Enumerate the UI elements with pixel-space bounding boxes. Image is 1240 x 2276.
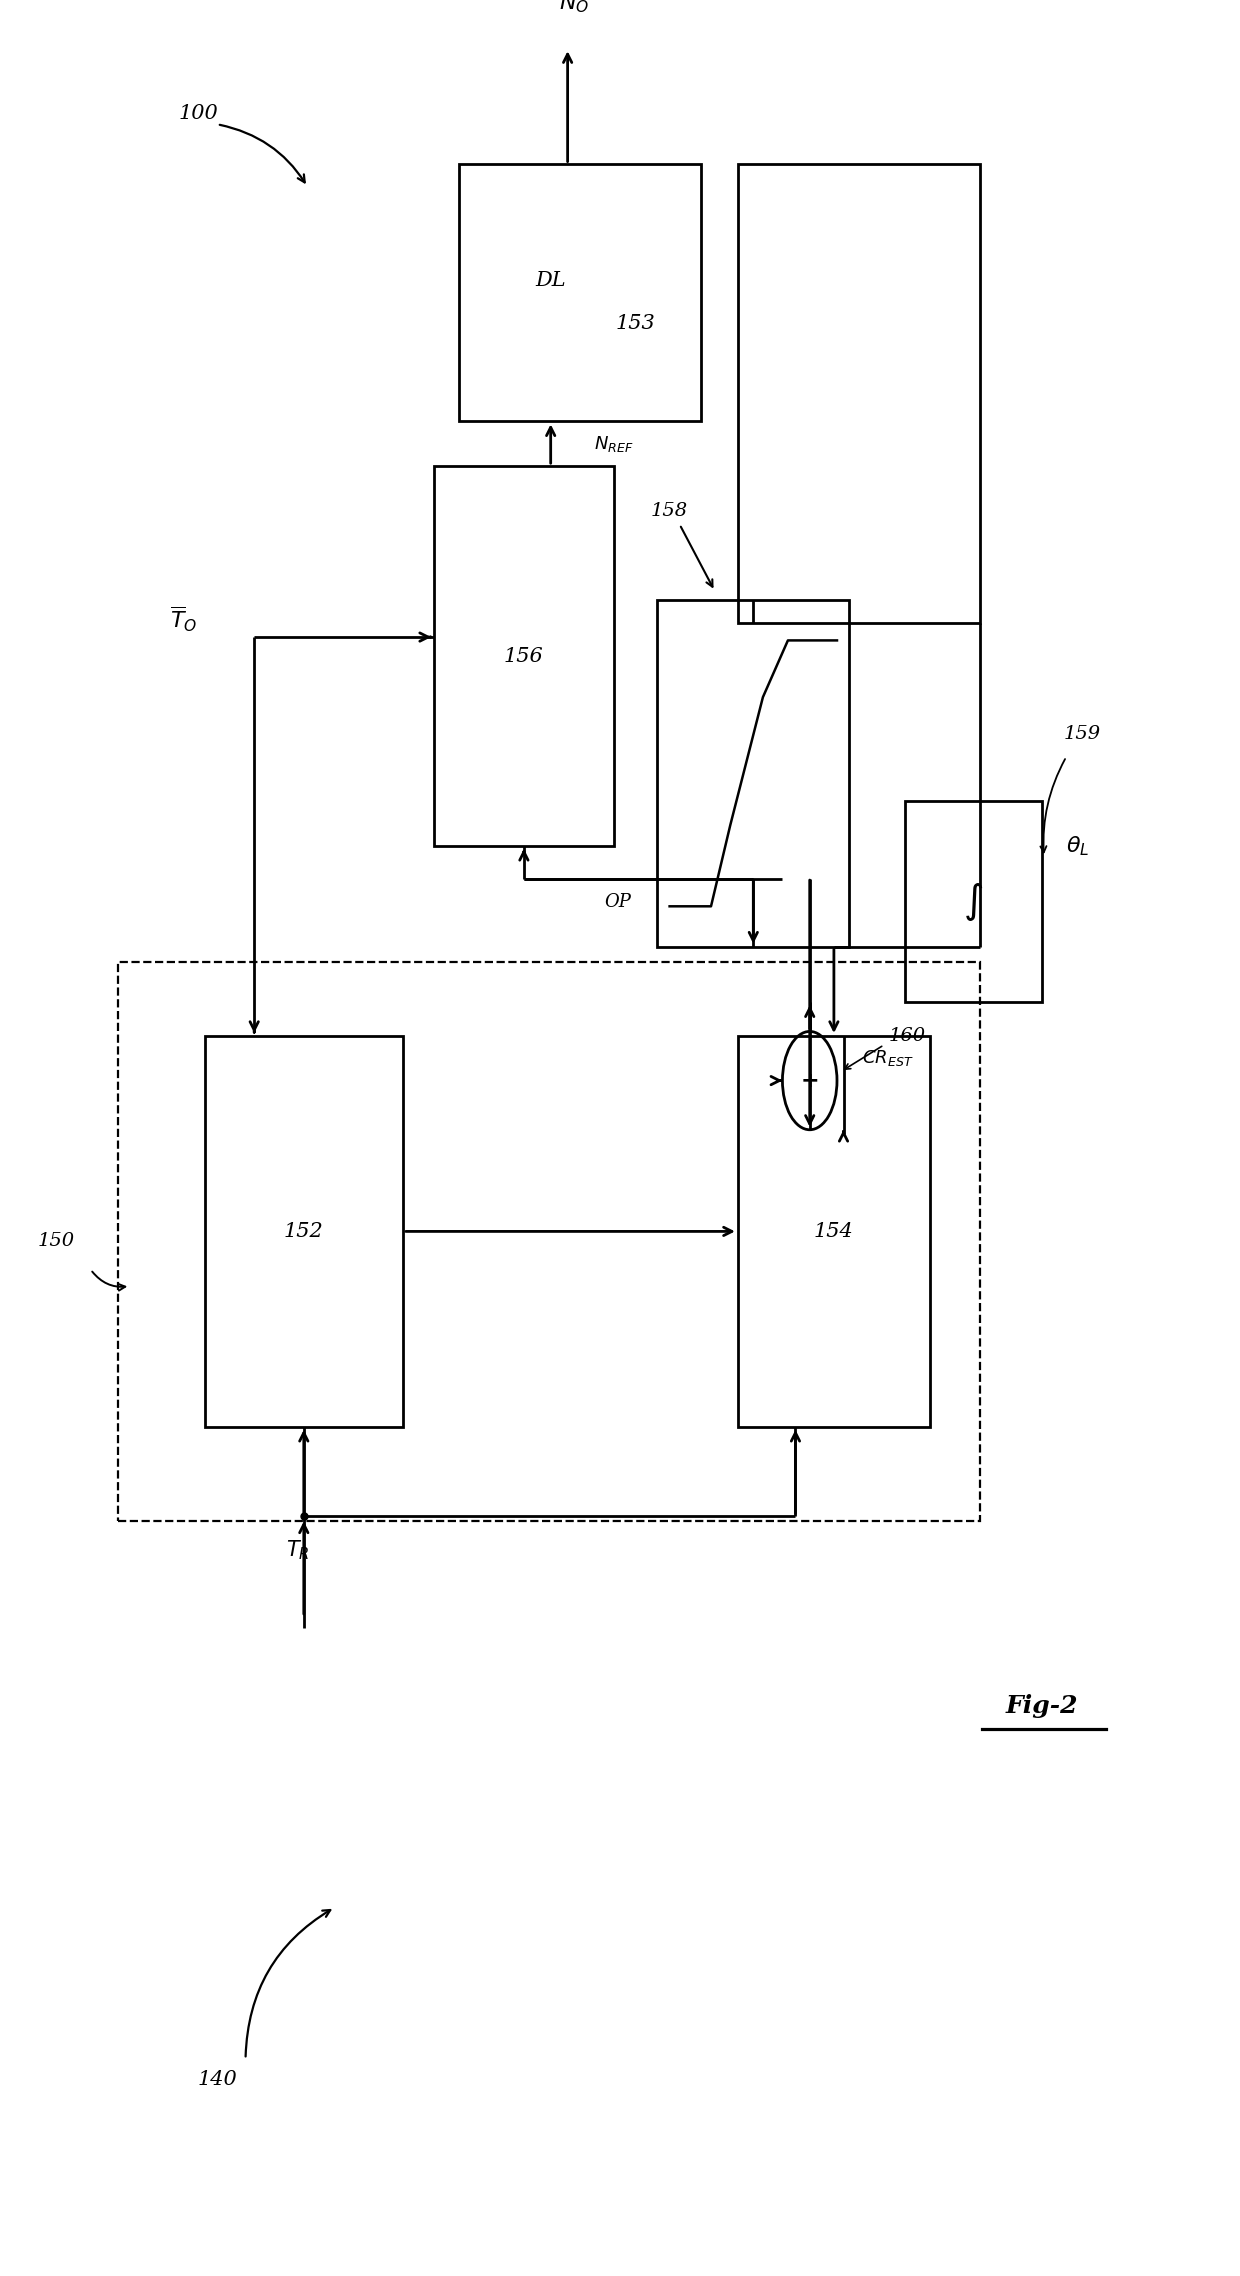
Text: 152: 152: [284, 1222, 324, 1240]
Bar: [657, 601, 849, 947]
Text: 153: 153: [615, 314, 655, 332]
Text: $\int$: $\int$: [963, 881, 983, 922]
Text: $N_O$: $N_O$: [559, 0, 589, 16]
Text: $\theta_L$: $\theta_L$: [1066, 835, 1090, 858]
Bar: [738, 164, 980, 624]
Text: 150: 150: [37, 1234, 74, 1250]
Text: 160: 160: [889, 1026, 926, 1045]
Text: OP: OP: [605, 892, 631, 910]
Text: $N_{REF}$: $N_{REF}$: [594, 435, 634, 453]
Text: +: +: [800, 1070, 820, 1090]
Text: 154: 154: [813, 1222, 854, 1240]
Bar: [459, 164, 701, 421]
Bar: [434, 467, 614, 847]
Bar: [738, 1036, 930, 1427]
Text: 158: 158: [651, 501, 688, 519]
Bar: [905, 801, 1042, 1001]
Text: $CR_{EST}$: $CR_{EST}$: [862, 1049, 914, 1067]
Bar: [118, 963, 980, 1520]
Text: 159: 159: [1064, 726, 1101, 744]
Text: DL: DL: [536, 271, 565, 289]
Text: $\overline{T}_O$: $\overline{T}_O$: [170, 605, 197, 633]
Text: 100: 100: [179, 105, 218, 123]
Text: $T_R$: $T_R$: [286, 1539, 309, 1561]
Text: Fig-2: Fig-2: [1006, 1693, 1078, 1718]
Text: 140: 140: [197, 2069, 237, 2089]
Text: 156: 156: [503, 646, 544, 665]
Bar: [205, 1036, 403, 1427]
